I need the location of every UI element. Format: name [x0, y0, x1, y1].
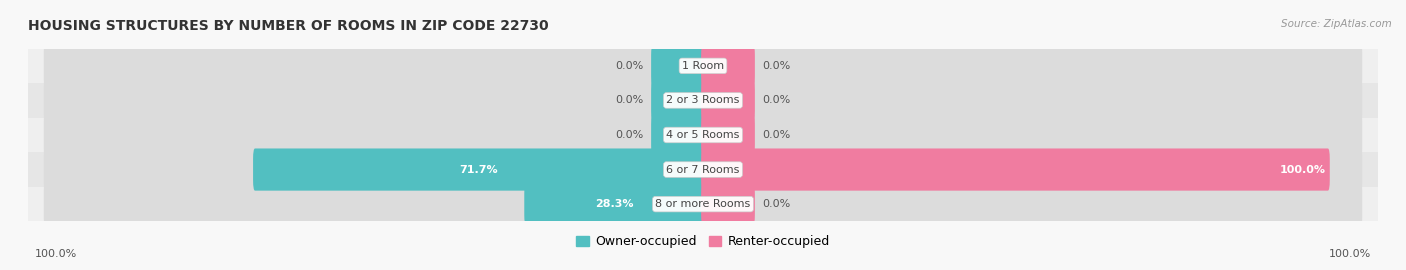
Text: 0.0%: 0.0%: [762, 130, 790, 140]
Text: 100.0%: 100.0%: [1329, 249, 1371, 259]
Text: 4 or 5 Rooms: 4 or 5 Rooms: [666, 130, 740, 140]
FancyBboxPatch shape: [524, 183, 704, 225]
Text: 1 Room: 1 Room: [682, 61, 724, 71]
Text: 0.0%: 0.0%: [616, 130, 644, 140]
Bar: [28, 187, 1378, 221]
FancyBboxPatch shape: [44, 107, 1362, 163]
Text: HOUSING STRUCTURES BY NUMBER OF ROOMS IN ZIP CODE 22730: HOUSING STRUCTURES BY NUMBER OF ROOMS IN…: [28, 19, 548, 33]
FancyBboxPatch shape: [44, 176, 1362, 232]
Bar: [28, 49, 1378, 83]
Text: 6 or 7 Rooms: 6 or 7 Rooms: [666, 164, 740, 175]
Text: 0.0%: 0.0%: [762, 61, 790, 71]
Text: 100.0%: 100.0%: [35, 249, 77, 259]
FancyBboxPatch shape: [44, 72, 1362, 129]
Bar: [28, 118, 1378, 152]
Text: 100.0%: 100.0%: [1279, 164, 1326, 175]
FancyBboxPatch shape: [651, 79, 704, 122]
Text: 0.0%: 0.0%: [762, 95, 790, 106]
FancyBboxPatch shape: [702, 183, 755, 225]
FancyBboxPatch shape: [702, 148, 1330, 191]
Text: 2 or 3 Rooms: 2 or 3 Rooms: [666, 95, 740, 106]
Bar: [28, 152, 1378, 187]
FancyBboxPatch shape: [44, 141, 1362, 198]
FancyBboxPatch shape: [651, 45, 704, 87]
Text: Source: ZipAtlas.com: Source: ZipAtlas.com: [1281, 19, 1392, 29]
FancyBboxPatch shape: [253, 148, 704, 191]
FancyBboxPatch shape: [651, 114, 704, 156]
Text: 0.0%: 0.0%: [762, 199, 790, 209]
FancyBboxPatch shape: [702, 114, 755, 156]
Bar: [28, 83, 1378, 118]
Legend: Owner-occupied, Renter-occupied: Owner-occupied, Renter-occupied: [571, 230, 835, 253]
Text: 0.0%: 0.0%: [616, 61, 644, 71]
Text: 28.3%: 28.3%: [595, 199, 634, 209]
FancyBboxPatch shape: [702, 45, 755, 87]
Text: 0.0%: 0.0%: [616, 95, 644, 106]
Text: 8 or more Rooms: 8 or more Rooms: [655, 199, 751, 209]
FancyBboxPatch shape: [702, 79, 755, 122]
Text: 71.7%: 71.7%: [460, 164, 498, 175]
FancyBboxPatch shape: [44, 38, 1362, 94]
